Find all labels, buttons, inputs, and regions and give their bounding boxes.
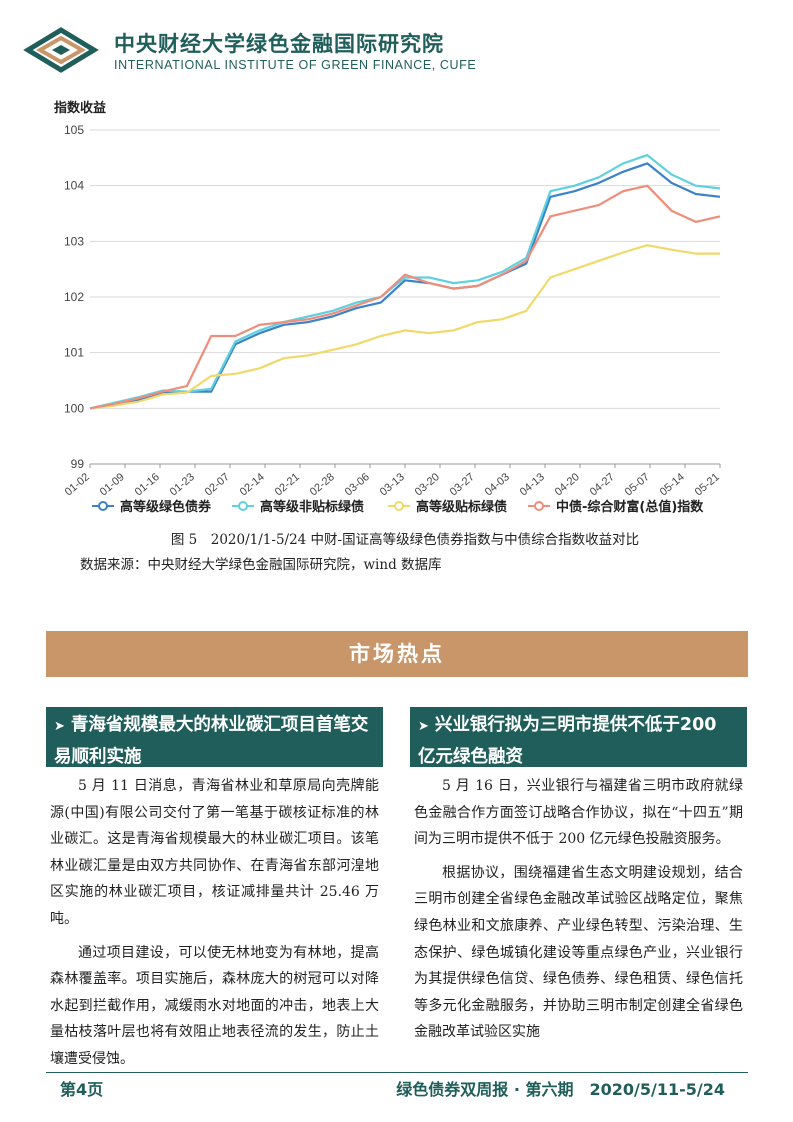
legend-marker	[238, 501, 248, 511]
x-tick-label: 01-16	[133, 471, 162, 498]
y-tick-label: 103	[64, 234, 84, 248]
x-tick-label: 01-02	[63, 471, 92, 498]
series-line	[89, 184, 721, 410]
series-line	[89, 162, 721, 410]
legend-marker	[394, 501, 404, 511]
article-body: 5 月 11 日消息，青海省林业和草原局向壳牌能源(中国)有限公司交付了第一笔基…	[46, 767, 383, 1073]
series-line	[89, 244, 720, 410]
article-paragraph: 通过项目建设，可以使无林地变为有林地，提高森林覆盖率。项目实施后，森林庞大的树冠…	[50, 944, 379, 1067]
x-tick-label: 03-20	[413, 471, 442, 498]
article-title: ➤ 兴业银行拟为三明市提供不低于200 亿元绿色融资	[410, 707, 747, 767]
org-name-en: INTERNATIONAL INSTITUTE OF GREEN FINANCE…	[114, 58, 477, 72]
article-cib: ➤ 兴业银行拟为三明市提供不低于200 亿元绿色融资 5 月 16 日，兴业银行与…	[410, 707, 747, 1053]
index-return-chart: 指数收益 99 100 101 102 103 104 105 01-02 01-09 01-16 0…	[50, 96, 750, 526]
report-header: 中央财经大学绿色金融国际研究院 INTERNATIONAL INSTITUTE …	[18, 22, 498, 78]
institute-logo-icon	[23, 27, 99, 73]
x-tick-label: 04-27	[588, 471, 617, 498]
article-paragraph: 5 月 11 日消息，青海省林业和草原局向壳牌能源(中国)有限公司交付了第一笔基…	[50, 778, 379, 927]
y-tick-label: 100	[64, 401, 84, 415]
y-tick-label: 104	[64, 179, 84, 193]
legend-label: 高等级非贴标绿债	[260, 499, 364, 515]
page-number: 第4页	[60, 1080, 104, 1099]
x-tick-label: 02-07	[203, 471, 232, 498]
x-tick-label: 02-14	[238, 471, 267, 498]
footer-divider	[46, 1072, 748, 1073]
y-tick-label: 105	[64, 123, 84, 137]
x-tick-label: 04-13	[518, 471, 547, 498]
article-title-text: 兴业银行拟为三明市提供不低于200 亿元绿色融资	[418, 715, 717, 767]
x-tick-label: 04-03	[483, 471, 512, 498]
x-tick-label: 05-07	[623, 471, 652, 498]
x-tick-label: 05-21	[693, 471, 722, 498]
y-tick-label: 99	[71, 457, 85, 471]
org-name-cn: 中央财经大学绿色金融国际研究院	[114, 32, 444, 56]
y-tick-label: 101	[64, 346, 84, 360]
y-axis-label: 指数收益	[54, 100, 106, 116]
y-tick-label: 102	[64, 290, 84, 304]
legend-marker	[534, 501, 544, 511]
article-title: ➤ 青海省规模最大的林业碳汇项目首笔交易顺利实施	[46, 707, 383, 767]
x-tick-label: 03-13	[378, 471, 407, 498]
article-qinghai: ➤ 青海省规模最大的林业碳汇项目首笔交易顺利实施 5 月 11 日消息，青海省林业…	[46, 707, 383, 1080]
legend-marker	[98, 501, 108, 511]
x-tick-label: 02-28	[308, 471, 337, 498]
legend-label: 中债-综合财富(总值)指数	[556, 499, 704, 515]
article-paragraph: 根据协议，围绕福建省生态文明建设规划，结合三明市创建全省绿色金融改革试验区战略定…	[414, 864, 743, 1041]
series-line	[89, 153, 721, 410]
data-source: 数据来源：中央财经大学绿色金融国际研究院，wind 数据库	[80, 557, 442, 573]
legend-label: 高等级贴标绿债	[416, 499, 507, 515]
legend-label: 高等级绿色债券	[120, 499, 212, 515]
x-tick-label: 03-06	[343, 471, 372, 498]
section-title: 市场热点	[46, 631, 748, 677]
x-tick-label: 02-21	[273, 471, 302, 498]
chevron-right-icon: ➤	[418, 719, 429, 734]
article-paragraph: 5 月 16 日，兴业银行与福建省三明市政府就绿色金融合作方面签订战略合作协议，…	[414, 778, 743, 848]
x-tick-label: 04-20	[553, 471, 582, 498]
article-title-text: 青海省规模最大的林业碳汇项目首笔交易顺利实施	[54, 715, 369, 767]
issue-info: 绿色债券双周报 · 第六期 2020/5/11-5/24	[396, 1080, 725, 1099]
x-tick-label: 01-23	[168, 471, 197, 498]
chevron-right-icon: ➤	[54, 719, 65, 734]
figure-caption: 图 5 2020/1/1-5/24 中财-国证高等级绿色债券指数与中债综合指数收…	[170, 532, 640, 548]
x-tick-label: 03-27	[448, 471, 477, 498]
x-tick-label: 05-14	[658, 471, 687, 498]
article-body: 5 月 16 日，兴业银行与福建省三明市政府就绿色金融合作方面签订战略合作协议，…	[410, 767, 747, 1046]
x-tick-label: 01-09	[98, 471, 127, 498]
